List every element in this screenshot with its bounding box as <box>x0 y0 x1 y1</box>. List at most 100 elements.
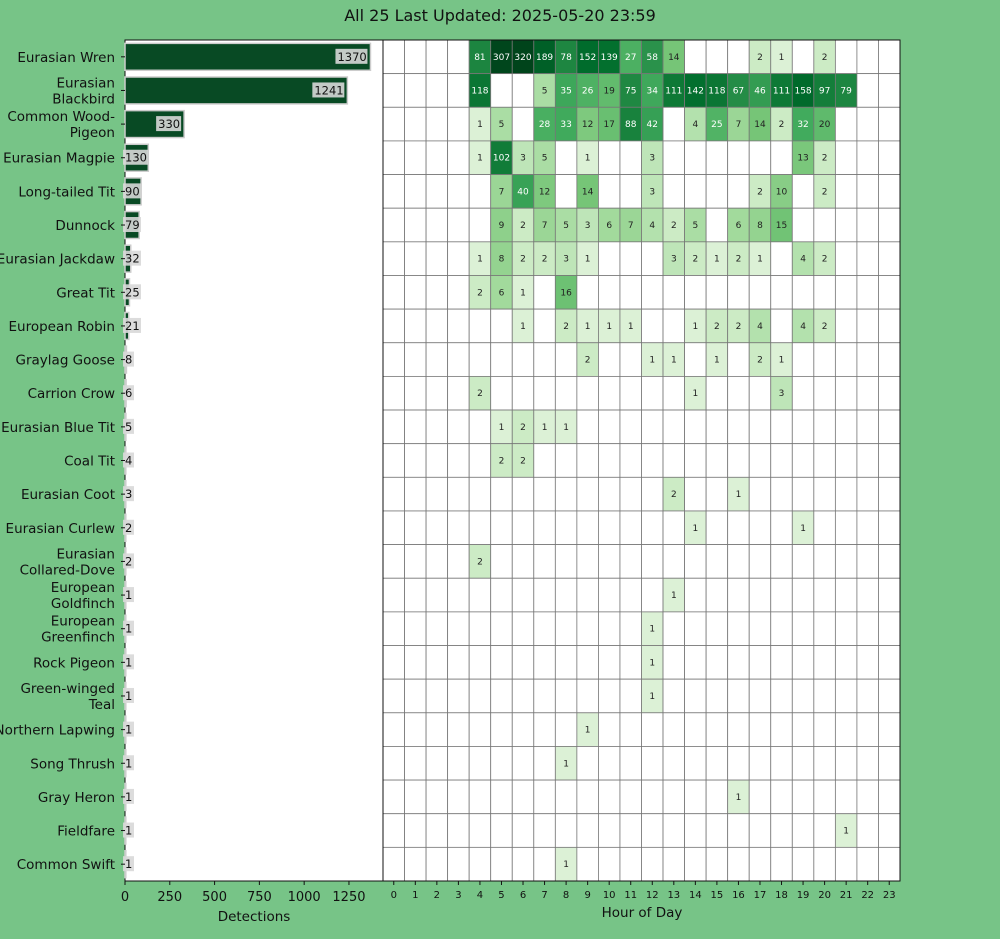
bar-value-label: 130 <box>125 151 147 165</box>
heatmap-cell <box>533 342 556 377</box>
heatmap-cell-value: 78 <box>560 53 572 63</box>
heatmap-cell <box>425 409 449 445</box>
heatmap-cell-value: 3 <box>649 154 655 164</box>
heatmap-cell <box>684 712 707 747</box>
heatmap-cell <box>404 813 427 848</box>
heatmap-cell-value: 4 <box>800 322 806 332</box>
bar <box>124 76 349 105</box>
bar-value-label-bg <box>123 149 148 165</box>
heatmap-cell <box>425 678 449 714</box>
heatmap-cell <box>856 207 879 243</box>
category-label: Eurasian Blackbird <box>52 75 115 107</box>
heatmap-cell <box>533 476 556 512</box>
heatmap-cell <box>856 712 879 747</box>
heatmap-cell <box>382 140 405 175</box>
heatmap-cell-value: 3 <box>671 255 677 265</box>
heatmap-cell <box>662 813 685 848</box>
heatmap-cell-value: 5 <box>692 221 698 231</box>
heatmap-cell <box>598 409 621 445</box>
heatmap-cell-value: 40 <box>517 187 529 197</box>
heatmap-cell <box>554 645 578 680</box>
heatmap-cell <box>727 611 750 646</box>
heatmap-cell <box>684 645 707 680</box>
heatmap-cell <box>878 779 901 815</box>
heatmap-cell-value: 2 <box>822 322 828 332</box>
hour-tick-label: 7 <box>541 890 547 901</box>
heatmap-cell <box>813 846 836 882</box>
heatmap-cell <box>619 510 642 545</box>
heatmap-cell-value: 9 <box>499 221 505 231</box>
heatmap-cell <box>554 611 578 646</box>
heatmap-cell-value: 6 <box>736 221 742 231</box>
heatmap-cell <box>447 443 470 478</box>
heatmap-cell <box>468 746 492 781</box>
heatmap-cell <box>791 342 815 377</box>
heatmap-cell-value: 111 <box>665 86 682 96</box>
heatmap-cell-value: 14 <box>668 53 680 63</box>
heatmap-cell <box>791 39 815 75</box>
heatmap-cell-value: 12 <box>582 120 593 130</box>
category-label: Song Thrush <box>30 756 115 772</box>
bar <box>124 42 372 72</box>
heatmap-cell <box>468 207 492 243</box>
heatmap-cell <box>727 577 750 613</box>
heatmap-cell-value: 1 <box>585 154 591 164</box>
heatmap-cell <box>404 746 427 781</box>
heatmap-cell <box>576 813 599 848</box>
category-label: Gray Heron <box>38 790 115 806</box>
hour-tick-label: 16 <box>732 890 745 901</box>
heatmap-cell <box>490 342 513 377</box>
heatmap-cell <box>662 275 685 310</box>
heatmap-cell <box>705 577 729 613</box>
heatmap-cell <box>619 375 642 411</box>
bar-value-label: 79 <box>125 218 140 232</box>
heatmap-cell <box>834 106 858 142</box>
heatmap-cell <box>641 241 664 276</box>
heatmap-cell <box>791 476 815 512</box>
category-label: Eurasian Wren <box>17 50 115 66</box>
heatmap-cell <box>878 342 901 377</box>
heatmap-cell <box>878 275 901 310</box>
heatmap-cell <box>856 106 879 142</box>
heatmap-cell <box>813 678 836 714</box>
bar-value-label-bg <box>123 284 141 300</box>
x-tick-label: 750 <box>247 890 272 905</box>
heatmap-cell <box>770 779 793 815</box>
heatmap-cell <box>834 39 858 75</box>
heatmap-cell <box>576 510 599 545</box>
heatmap-cell <box>662 106 685 142</box>
heatmap-cell <box>856 140 879 175</box>
heatmap-cell <box>684 611 707 646</box>
bar-value-label-bg <box>123 587 134 603</box>
heatmap-cell <box>533 846 556 882</box>
heatmap-cell <box>576 476 599 512</box>
category-label: Eurasian Blue Tit <box>1 420 115 436</box>
heatmap-cell <box>598 645 621 680</box>
heatmap-cell <box>511 375 535 411</box>
heatmap-cell <box>598 443 621 478</box>
bar-value-label: 1 <box>125 655 132 669</box>
heatmap-cell <box>468 779 492 815</box>
heatmap-cell-value: 2 <box>736 255 742 265</box>
heatmap-cell <box>511 544 535 579</box>
heatmap-cell-value: 1 <box>499 423 505 433</box>
heatmap-cell <box>447 375 470 411</box>
heatmap-cell-value: 67 <box>733 86 744 96</box>
bar-value-label-bg <box>123 183 141 199</box>
heatmap-cell <box>791 443 815 478</box>
bar-value-label-bg <box>156 116 182 132</box>
hour-tick-label: 23 <box>883 890 896 901</box>
heatmap-cell-value: 17 <box>603 120 614 130</box>
heatmap-cell <box>447 275 470 310</box>
heatmap-cell-value: 1 <box>628 322 634 332</box>
heatmap-cell <box>533 308 556 344</box>
heatmap-cell <box>447 779 470 815</box>
heatmap-cell <box>576 577 599 613</box>
heatmap-cell <box>447 73 470 108</box>
heatmap-cell <box>727 746 750 781</box>
heatmap-cell <box>813 645 836 680</box>
heatmap-cell <box>425 746 449 781</box>
heatmap-cell <box>705 476 729 512</box>
heatmap-cell <box>554 678 578 714</box>
